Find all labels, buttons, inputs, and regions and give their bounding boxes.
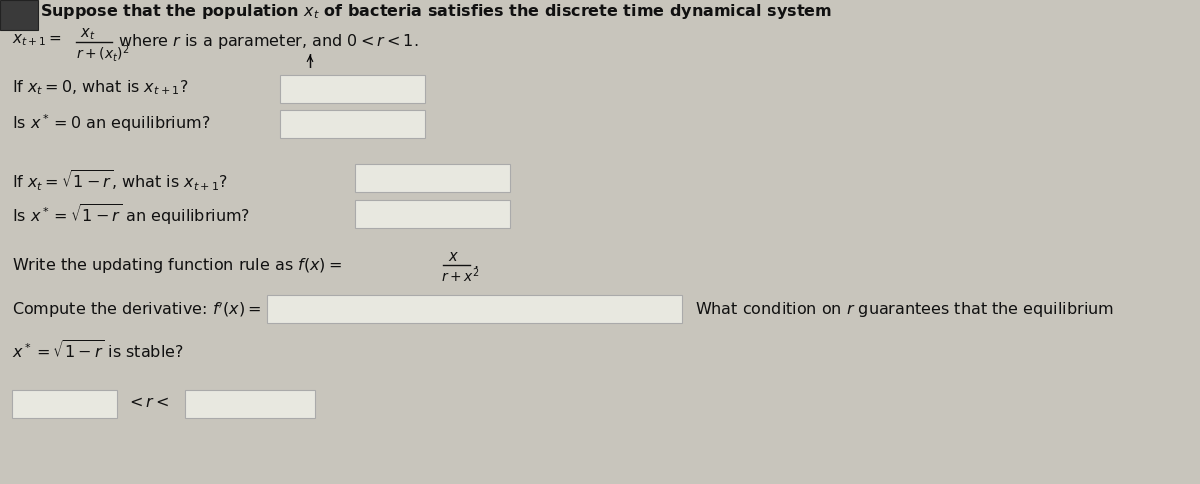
FancyBboxPatch shape [280, 75, 425, 103]
FancyBboxPatch shape [355, 200, 510, 228]
FancyBboxPatch shape [355, 164, 510, 192]
Text: $x_{t+1} =$: $x_{t+1} =$ [12, 32, 62, 48]
FancyBboxPatch shape [0, 0, 38, 30]
FancyBboxPatch shape [280, 110, 425, 138]
Text: $.$: $.$ [473, 256, 484, 271]
Text: What condition on $r$ guarantees that the equilibrium: What condition on $r$ guarantees that th… [695, 300, 1114, 319]
Text: Is $x^* = \sqrt{1-r}$ an equilibrium?: Is $x^* = \sqrt{1-r}$ an equilibrium? [12, 202, 250, 227]
Text: $x^* = \sqrt{1-r}$ is stable?: $x^* = \sqrt{1-r}$ is stable? [12, 340, 184, 362]
Text: If $x_t = \sqrt{1-r}$, what is $x_{t+1}$?: If $x_t = \sqrt{1-r}$, what is $x_{t+1}$… [12, 168, 228, 193]
Text: $\mathbf{|}$: $\mathbf{|}$ [307, 52, 313, 70]
Text: Compute the derivative: $f'(x) =$: Compute the derivative: $f'(x) =$ [12, 300, 262, 320]
Text: Suppose that the population $x_t$ of bacteria satisfies the discrete time dynami: Suppose that the population $x_t$ of bac… [40, 2, 832, 21]
Text: $x_t$: $x_t$ [80, 26, 95, 42]
Text: $r+x^2$: $r+x^2$ [442, 266, 480, 285]
Text: where $r$ is a parameter, and $0 < r < 1$.: where $r$ is a parameter, and $0 < r < 1… [118, 32, 419, 51]
Text: $r+(x_t)^2$: $r+(x_t)^2$ [76, 43, 130, 64]
FancyBboxPatch shape [185, 390, 314, 418]
Text: Write the updating function rule as $f(x) =$: Write the updating function rule as $f(x… [12, 256, 342, 275]
FancyBboxPatch shape [12, 390, 118, 418]
Text: $x$: $x$ [448, 249, 460, 264]
Text: Is $x^* = 0$ an equilibrium?: Is $x^* = 0$ an equilibrium? [12, 112, 210, 134]
FancyBboxPatch shape [266, 295, 682, 323]
Text: $< r <$: $< r <$ [126, 395, 169, 410]
Text: If $x_t = 0$, what is $x_{t+1}$?: If $x_t = 0$, what is $x_{t+1}$? [12, 78, 188, 97]
